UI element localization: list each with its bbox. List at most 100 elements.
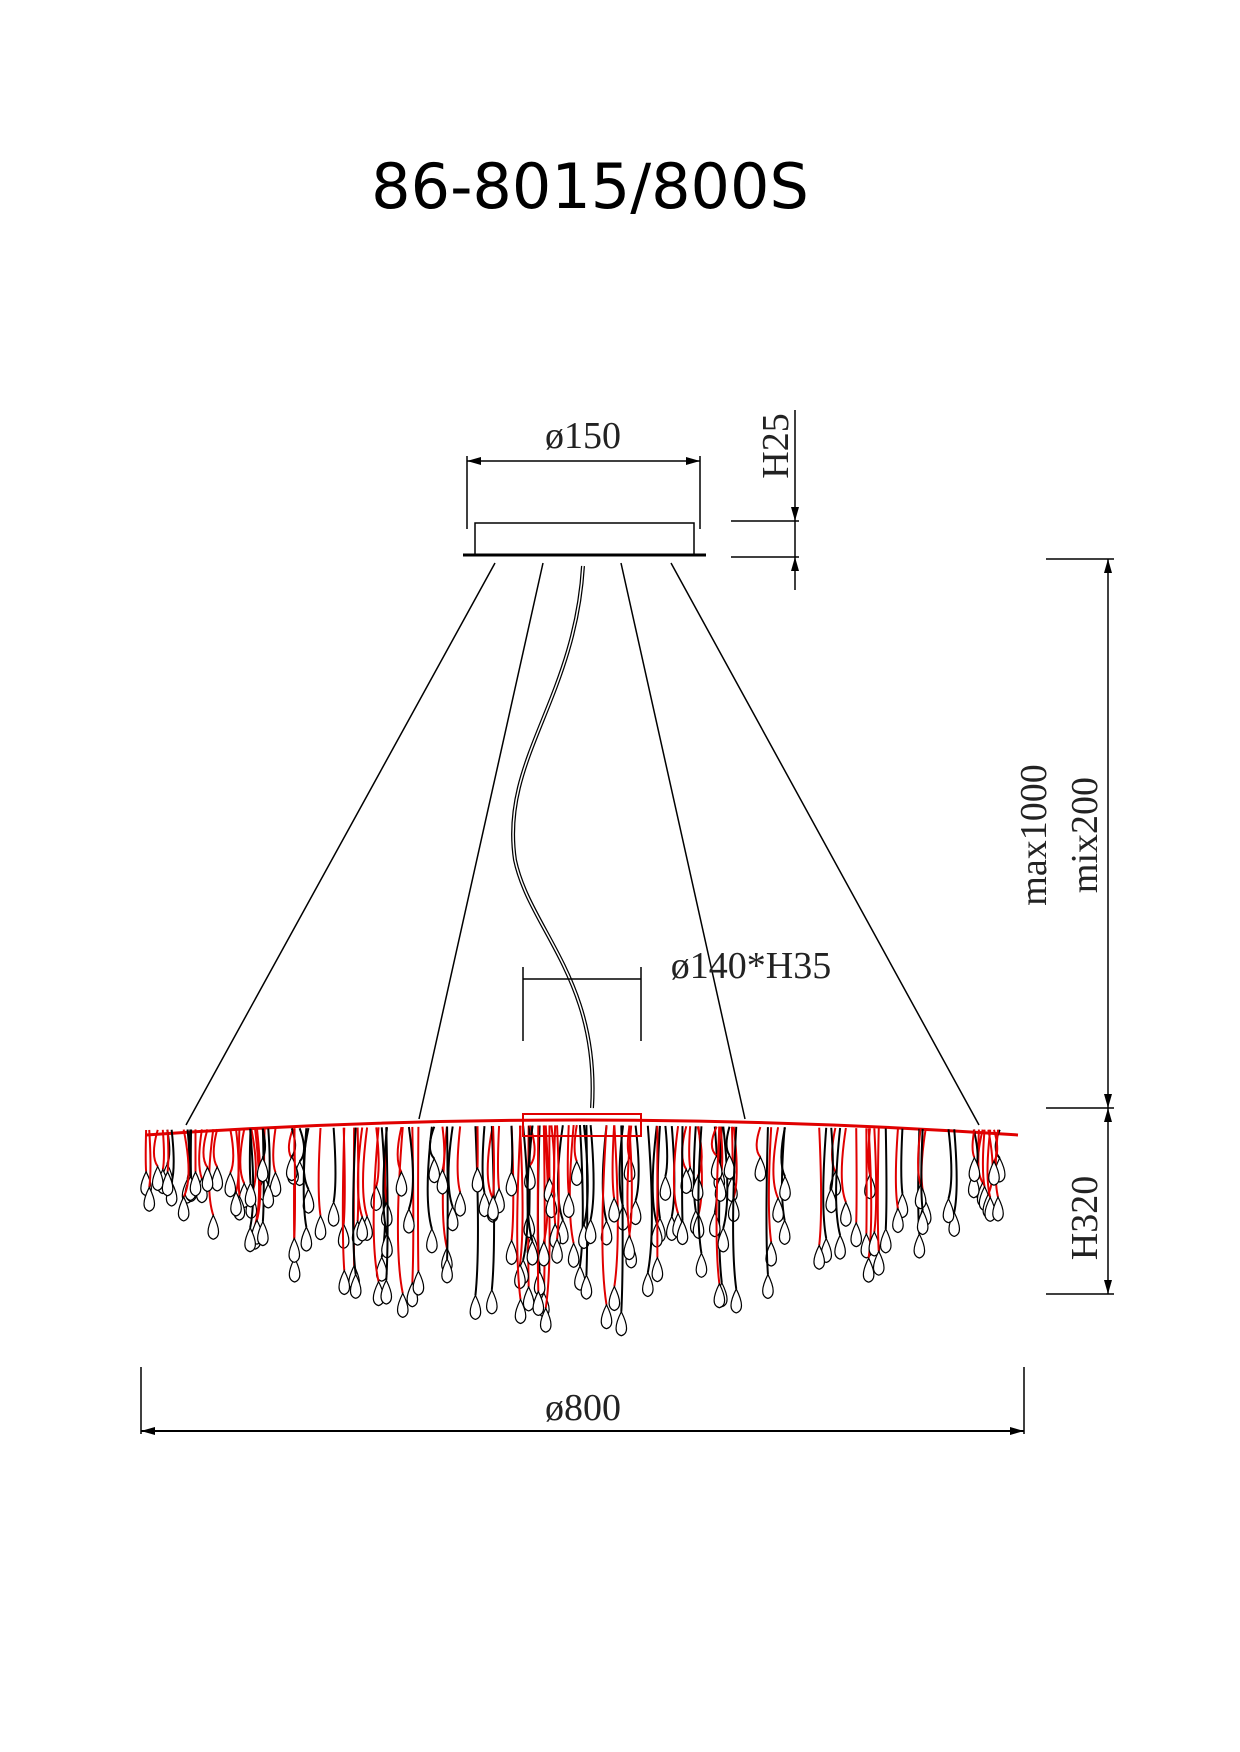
crystal-drop	[395, 1170, 408, 1197]
crystal-strand	[490, 1125, 496, 1290]
crystal-drop	[754, 1155, 767, 1182]
crystal-strand	[212, 1128, 219, 1168]
crystal-drop	[224, 1171, 237, 1198]
crystal-drop	[850, 1221, 863, 1248]
crystal-drop	[471, 1166, 484, 1193]
crystal-strand	[556, 1125, 560, 1240]
crystal-strand	[542, 1125, 546, 1294]
crystal-drop	[879, 1227, 892, 1254]
crystal-strand	[993, 1129, 999, 1162]
crystal-strand	[544, 1125, 551, 1309]
cup-size-label: ø140*H35	[671, 945, 831, 987]
crystal-drop	[207, 1213, 220, 1240]
crystal-strand	[166, 1129, 170, 1172]
crystal-strand	[646, 1125, 653, 1273]
crystal-strand	[341, 1127, 346, 1271]
crystal-strand	[152, 1129, 159, 1168]
crystal-strand	[516, 1125, 522, 1300]
crystal-drop	[570, 1160, 583, 1187]
crystal-drop	[189, 1170, 202, 1197]
crystal-drop	[522, 1285, 535, 1312]
crystal-strand	[725, 1126, 731, 1156]
crystal-drop	[942, 1197, 955, 1224]
crystal-strand	[407, 1126, 414, 1210]
crystal-strand	[317, 1127, 322, 1216]
crystal-drop	[913, 1232, 926, 1259]
crystal-drop	[551, 1237, 563, 1264]
crystal-drop	[244, 1181, 257, 1208]
crystal-strand	[780, 1127, 786, 1177]
crystal-strand	[456, 1126, 462, 1193]
crystal-strand	[873, 1128, 878, 1233]
min-length-label: mix200	[1064, 777, 1106, 893]
canopy	[474, 522, 695, 556]
crystal-strand	[375, 1127, 380, 1187]
crystal-drop	[872, 1249, 885, 1276]
crystal-strand	[566, 1125, 570, 1194]
crystal-strand	[272, 1128, 277, 1173]
crystal-strand	[986, 1129, 992, 1198]
crystal-drop	[651, 1256, 664, 1283]
body-height-label: H320	[1064, 1176, 1106, 1260]
crystal-strand	[356, 1127, 364, 1218]
crystal-strand	[267, 1128, 271, 1185]
crystal-strand	[492, 1125, 495, 1197]
crystal-drop	[380, 1278, 393, 1305]
crystal-drop	[505, 1239, 518, 1266]
crystal-strand	[362, 1127, 369, 1217]
crystal-drop	[537, 1240, 550, 1267]
crystal-drop	[992, 1195, 1004, 1222]
crystal-strand	[486, 1125, 494, 1199]
crystal-strand	[830, 1127, 834, 1189]
crystal-strand	[628, 1125, 633, 1236]
crystal-drop	[914, 1183, 927, 1210]
body-diameter-label: ø800	[545, 1387, 621, 1429]
crystal-drop	[412, 1269, 425, 1296]
chandelier-body	[140, 1118, 1019, 1337]
crystal-drop	[514, 1298, 527, 1325]
crystal-strand	[772, 1127, 780, 1199]
crystal-strand	[261, 1128, 265, 1222]
crystal-drop	[659, 1174, 672, 1201]
crystal-drop	[349, 1273, 362, 1299]
crystal-strand	[767, 1127, 773, 1243]
crystal-drop	[539, 1306, 552, 1333]
crystal-strand	[822, 1127, 828, 1239]
crystal-drop	[608, 1196, 620, 1223]
center-cup	[522, 1113, 642, 1137]
crystal-drop	[454, 1190, 467, 1217]
crystal-strand	[385, 1127, 389, 1281]
crystal-drop	[177, 1195, 190, 1222]
crystal-strand	[578, 1124, 584, 1267]
crystal-drop	[426, 1227, 438, 1254]
crystal-drop	[201, 1166, 214, 1193]
crystal-drop	[151, 1165, 164, 1192]
crystal-drop	[161, 1170, 174, 1197]
crystal-drop	[892, 1207, 904, 1234]
crystal-strand	[293, 1128, 297, 1239]
crystal-strand	[920, 1128, 924, 1211]
crystal-strand	[611, 1125, 616, 1199]
crystal-drop	[713, 1282, 726, 1309]
crystal-drop	[257, 1220, 269, 1247]
crystal-strand	[947, 1129, 953, 1199]
crystal-drop	[840, 1200, 852, 1227]
crystal-strand	[518, 1125, 524, 1265]
crystal-drop	[327, 1200, 340, 1227]
crystal-strand	[589, 1125, 595, 1220]
crystal-strand	[302, 1128, 308, 1228]
crystal-strand	[447, 1126, 454, 1208]
crystal-drop	[813, 1243, 826, 1270]
crystal-strand	[235, 1128, 240, 1193]
crystal-strand	[573, 1124, 578, 1162]
crystal-strand	[765, 1127, 769, 1275]
crystal-strand	[474, 1126, 479, 1296]
crystal-strand	[148, 1129, 152, 1188]
crystal-strand	[441, 1126, 448, 1249]
crystal-drop	[772, 1196, 784, 1223]
crystal-drop	[436, 1168, 449, 1195]
crystal-strand	[840, 1127, 847, 1203]
crystal-drop	[562, 1192, 575, 1219]
crystal-strand	[441, 1126, 446, 1171]
max-length-label: max1000	[1013, 764, 1055, 905]
